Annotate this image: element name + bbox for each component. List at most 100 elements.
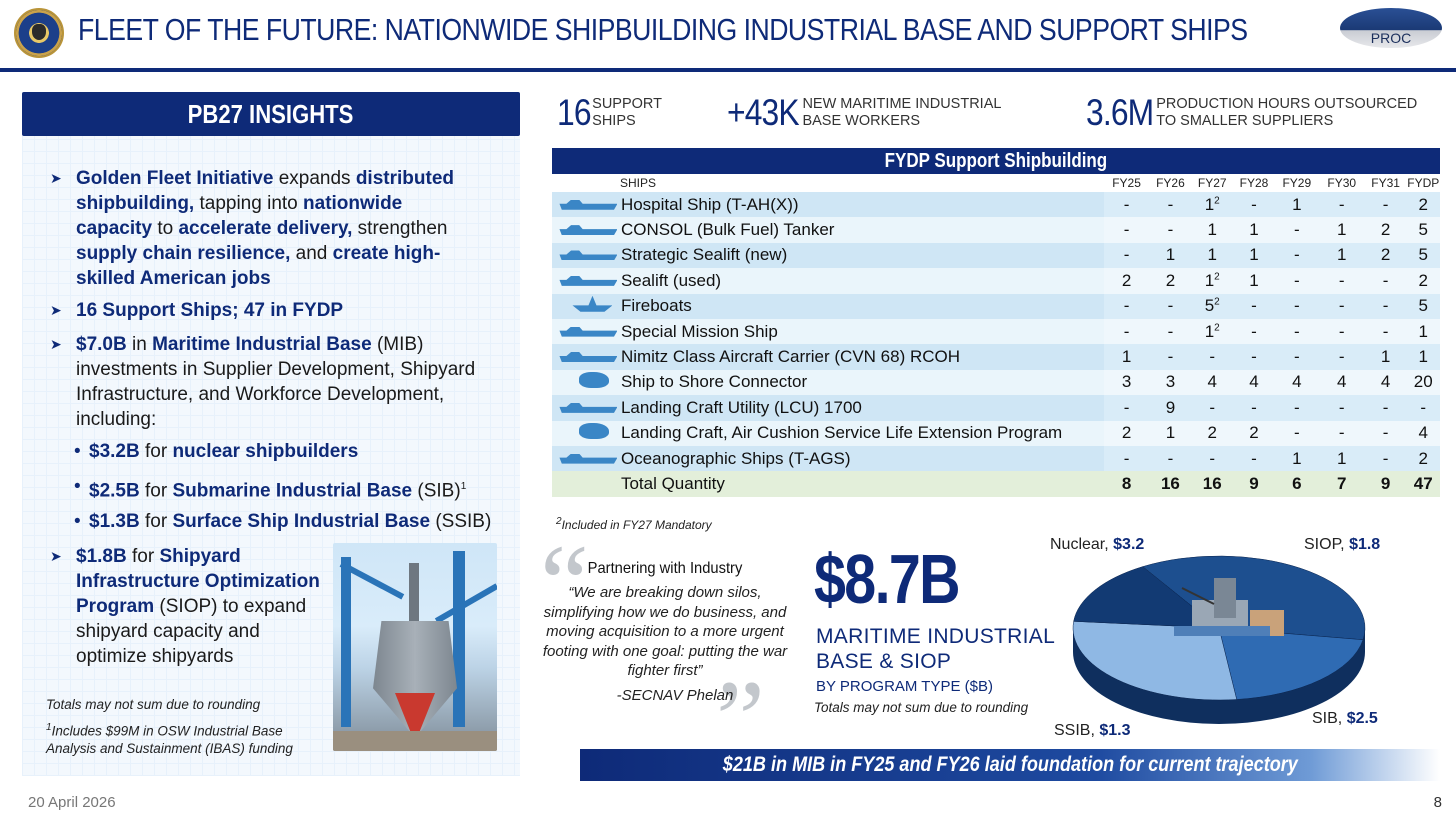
open-quote-icon: “ [540, 522, 589, 644]
pie-slice-nuclear [1142, 555, 1366, 641]
arrow-bullet-icon: ➤ [50, 548, 62, 564]
ship-count-cell: - [1274, 293, 1319, 319]
ship-count-cell: 4 [1364, 369, 1407, 396]
navy-seal-logo [14, 8, 64, 58]
ship-count-cell: - [1274, 395, 1319, 421]
table-row: Nimitz Class Aircraft Carrier (CVN 68) R… [552, 344, 1440, 370]
ship-count-cell: - [1364, 445, 1407, 472]
ship-count-cell: 1 [1149, 242, 1192, 269]
ship-count-cell: - [1274, 268, 1319, 294]
ship-count-cell: - [1364, 192, 1407, 218]
ship-silhouette-icon [559, 199, 618, 210]
footnote-1: 1Includes $99M in OSW Industrial Base An… [46, 722, 293, 756]
ship-count-cell: - [1318, 268, 1365, 294]
ship-count-cell: 1 [1103, 344, 1150, 370]
ship-count-cell: 1 [1318, 217, 1365, 243]
ship-count-cell: 1 [1406, 318, 1440, 345]
proc-disk-icon [1340, 8, 1442, 48]
table-header-row: SHIPS FY25 FY26 FY27 FY28 FY29 FY30 FY31… [620, 176, 1440, 190]
ship-name: Ship to Shore Connector [620, 369, 1104, 396]
ship-count-cell: 1 [1233, 242, 1275, 269]
ship-count-cell: 2 [1364, 242, 1407, 269]
ship-count-cell: - [1364, 293, 1407, 319]
ship-name: Oceanographic Ships (T-AGS) [620, 445, 1104, 472]
ship-count-cell: 4 [1318, 369, 1365, 396]
quote-author: -SECNAV Phelan [616, 686, 734, 704]
ship-count-cell: 12 [1191, 268, 1234, 294]
ship-count-cell: 1 [1318, 445, 1365, 472]
shipyard-photo [333, 543, 497, 751]
ship-count-cell: - [1406, 395, 1440, 421]
pie-slice-siop [1218, 627, 1364, 700]
table-row: Ship to Shore Connector 3 3 4 4 4 4 4 20 [552, 369, 1440, 396]
arrow-bullet-icon: ➤ [50, 170, 62, 186]
ship-count-cell: - [1364, 420, 1407, 446]
ship-count-cell: 1 [1191, 217, 1234, 243]
ship-name: Special Mission Ship [620, 318, 1104, 345]
stat-support-ships: 16 SUPPORT SHIPS [557, 92, 662, 133]
ship-silhouette-icon [559, 453, 618, 464]
ship-count-cell: 1 [1233, 268, 1275, 294]
ship-count-cell: - [1233, 318, 1275, 345]
ship-silhouette-icon [559, 225, 618, 236]
ship-silhouette-icon [579, 371, 610, 388]
total-cell: 6 [1274, 471, 1319, 497]
mib-title: MARITIME INDUSTRIAL BASE & SIOP [816, 625, 1056, 673]
table-title: FYDP Support Shipbuilding [552, 148, 1440, 174]
ship-silhouette-icon [559, 326, 618, 337]
table-row: Sealift (used) 2 2 12 1- - -2 [552, 268, 1440, 294]
ship-count-cell: 52 [1191, 293, 1234, 319]
ship-count-cell: - [1103, 445, 1150, 472]
ship-count-cell: 3 [1149, 369, 1192, 396]
ship-name: Landing Craft, Air Cushion Service Life … [620, 420, 1104, 446]
total-cell: 9 [1233, 471, 1275, 497]
ship-count-cell: 2 [1191, 420, 1234, 446]
ship-count-cell: - [1274, 318, 1319, 345]
table-footnote: 2Included in FY27 Mandatory [556, 516, 712, 532]
pie-label-siop: SIOP, $1.8 [1304, 536, 1381, 553]
ship-count-cell: - [1191, 344, 1234, 370]
ship-name: Strategic Sealift (new) [620, 242, 1104, 269]
header-bar: FLEET OF THE FUTURE: NATIONWIDE SHIPBUIL… [0, 0, 1456, 72]
proc-badge-label: PROC [1370, 30, 1412, 46]
ship-count-cell: - [1274, 217, 1319, 243]
ship-count-cell: - [1364, 395, 1407, 421]
ship-count-cell: 2 [1364, 217, 1407, 243]
fydp-table: FYDP Support Shipbuilding SHIPS FY25 FY2… [552, 148, 1440, 497]
sub-nuclear: • $3.2B for nuclear shipbuilders [74, 441, 359, 462]
ship-name: Sealift (used) [620, 268, 1104, 294]
ship-count-cell: - [1233, 192, 1275, 218]
mib-banner: $21B in MIB in FY25 and FY26 laid founda… [580, 749, 1440, 781]
total-cell: 9 [1364, 471, 1407, 497]
ship-count-cell: 1 [1274, 445, 1319, 472]
insights-heading: PB27 INSIGHTS [22, 92, 520, 136]
table-row: Oceanographic Ships (T-AGS) - - - -1 1-2 [552, 445, 1440, 472]
ship-count-cell: - [1103, 395, 1150, 421]
ship-count-cell: 2 [1103, 420, 1150, 446]
ship-count-cell: 2 [1406, 192, 1440, 218]
ship-silhouette-icon [559, 352, 618, 363]
ship-count-cell: 12 [1191, 318, 1234, 345]
ship-count-cell: 5 [1406, 217, 1440, 243]
table-row: Strategic Sealift (new) -1 1 1-1 2 5 [552, 242, 1440, 269]
ship-name: CONSOL (Bulk Fuel) Tanker [620, 217, 1104, 243]
ship-count-cell: - [1364, 268, 1407, 294]
ship-count-cell: - [1233, 445, 1275, 472]
table-row: Hospital Ship (T-AH(X)) - -12-1- -2 [552, 192, 1440, 218]
ship-count-cell: 3 [1103, 369, 1150, 396]
ship-count-cell: 4 [1406, 420, 1440, 446]
ship-count-cell: - [1233, 344, 1275, 370]
stat-workers: +43K NEW MARITIME INDUSTRIAL BASE WORKERS [727, 92, 1002, 133]
ship-count-cell: 1 [1318, 242, 1365, 269]
pie-slice-ssib [1073, 566, 1220, 629]
table-row: Special Mission Ship - -12- - - -1 [552, 318, 1440, 345]
ship-count-cell: 2 [1233, 420, 1275, 446]
ship-silhouette-icon [559, 275, 618, 286]
total-row: Total Quantity 8 16 16 9 6 7 9 47 [552, 471, 1440, 497]
mib-rounding-note: Totals may not sum due to rounding [814, 700, 1029, 715]
ship-count-cell: 5 [1406, 242, 1440, 269]
mib-subtitle: BY PROGRAM TYPE ($B) [816, 678, 993, 695]
ship-count-cell: 1 [1149, 420, 1192, 446]
insight-mib: ➤ $7.0B in Maritime Industrial Base (MIB… [50, 334, 476, 430]
mib-pie-chart: Nuclear, $3.2 SIOP, $1.8 SIB, $2.5 SSIB,… [1050, 536, 1380, 739]
